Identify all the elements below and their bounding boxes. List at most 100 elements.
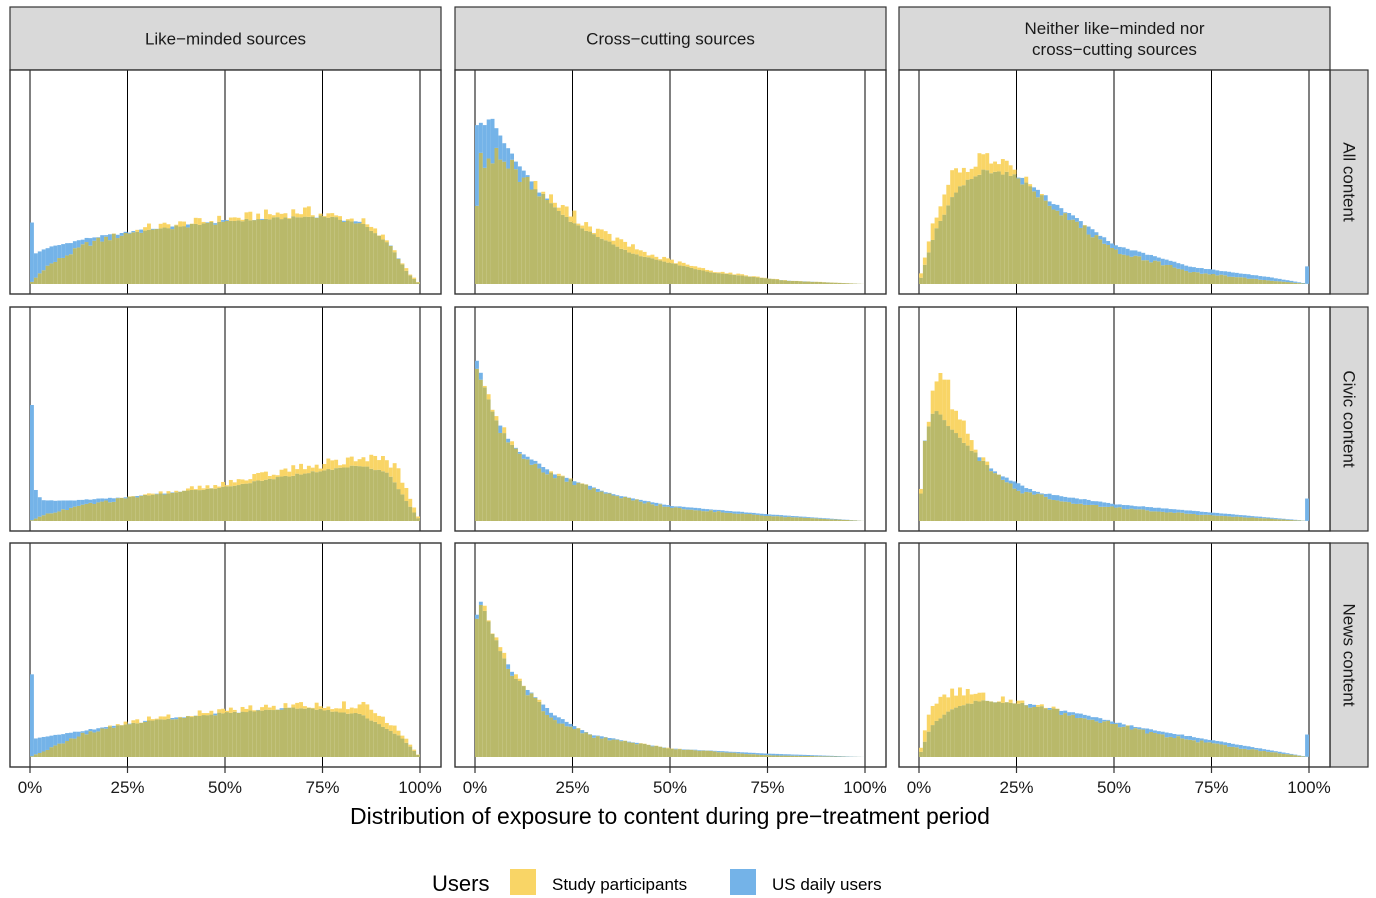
histogram-bar-overlap (521, 458, 526, 521)
histogram-bar-us-daily-users (1199, 738, 1204, 741)
histogram-bar-study-participants (973, 693, 978, 701)
histogram-bar-us-daily-users (1254, 275, 1259, 279)
histogram-bar-overlap (186, 716, 190, 757)
histogram-bar-overlap (299, 474, 303, 521)
histogram-bar-study-participants (232, 482, 237, 486)
histogram-bar-us-daily-users (1036, 189, 1040, 198)
histogram-bar-us-daily-users (806, 517, 811, 518)
histogram-bar-study-participants (326, 706, 331, 710)
histogram-bar-us-daily-users (1227, 742, 1231, 747)
histogram-bar-overlap (189, 490, 194, 521)
histogram-bar-study-participants (946, 184, 951, 206)
histogram-bar-overlap (969, 450, 974, 521)
histogram-bar-study-participants (396, 468, 401, 490)
histogram-bar-study-participants (345, 709, 350, 714)
histogram-bar-us-daily-users (814, 517, 819, 519)
x-axis-column-2: 0% 25% 50% 75% 100% (463, 767, 887, 797)
histogram-bar-us-daily-users (681, 506, 686, 510)
histogram-bar-us-daily-users (646, 501, 651, 503)
histogram-bar-study-participants (377, 460, 381, 470)
histogram-bar-study-participants (985, 153, 990, 171)
histogram-bar-us-daily-users (1153, 730, 1157, 733)
histogram-bar-us-daily-users (977, 457, 982, 461)
histogram-bar-overlap (154, 229, 159, 284)
histogram-bar-overlap (1149, 731, 1153, 757)
histogram-bar-us-daily-users (30, 222, 34, 282)
histogram-bar-study-participants (556, 207, 561, 211)
histogram-bar-overlap (1043, 496, 1048, 521)
histogram-bar-us-daily-users (127, 723, 132, 725)
histogram-bar-us-daily-users (1039, 493, 1044, 495)
histogram-bar-us-daily-users (1211, 512, 1216, 516)
histogram-bar-overlap (361, 466, 366, 521)
histogram-bar-us-daily-users (1207, 739, 1212, 743)
histogram-bar-overlap (930, 413, 935, 521)
histogram-bar-overlap (1227, 746, 1231, 757)
histogram-bar-study-participants (934, 381, 939, 412)
histogram-bar-overlap (1192, 740, 1196, 757)
histogram-bar-overlap (580, 483, 585, 521)
histogram-bar-overlap (225, 712, 229, 757)
histogram-bar-us-daily-users (1067, 497, 1072, 503)
histogram-bar-us-daily-users (1121, 247, 1126, 255)
histogram-bar-overlap (1215, 515, 1220, 521)
histogram-bar-overlap (275, 217, 280, 284)
histogram-bar-us-daily-users (650, 502, 655, 505)
histogram-bar-overlap (638, 743, 643, 757)
histogram-bar-overlap (783, 755, 787, 757)
histogram-bar-overlap (1215, 275, 1220, 284)
histogram-bar-us-daily-users (225, 219, 229, 221)
histogram-bar-overlap (1258, 518, 1263, 521)
histogram-bar-overlap (478, 379, 483, 521)
histogram-bar-us-daily-users (65, 733, 69, 742)
histogram-bar-us-daily-users (592, 487, 596, 489)
histogram-bar-overlap (30, 756, 34, 757)
histogram-bar-overlap (775, 755, 780, 757)
histogram-bar-overlap (814, 518, 819, 521)
histogram-bar-overlap (1129, 256, 1134, 284)
histogram-bar-overlap (287, 476, 292, 521)
histogram-bar-overlap (166, 493, 171, 521)
histogram-bar-us-daily-users (498, 135, 503, 160)
histogram-bar-overlap (197, 224, 202, 284)
histogram-bar-study-participants (392, 725, 397, 734)
histogram-bar-overlap (1195, 742, 1200, 757)
histogram-bar-overlap (993, 171, 997, 284)
histogram-bar-overlap (1125, 725, 1130, 757)
histogram-bar-study-participants (326, 213, 331, 218)
histogram-bar-study-participants (334, 215, 339, 218)
histogram-bar-us-daily-users (537, 192, 542, 197)
histogram-bar-overlap (646, 744, 651, 757)
histogram-bar-overlap (853, 520, 858, 521)
histogram-bar-study-participants (279, 469, 284, 477)
strip-background (9, 6, 442, 71)
histogram-bar-overlap (1285, 754, 1290, 757)
histogram-bar-study-participants (162, 222, 167, 228)
histogram-bar-us-daily-users (1168, 509, 1173, 513)
histogram-bar-us-daily-users (1285, 280, 1290, 283)
histogram-bar-us-daily-users (705, 509, 709, 512)
row-strip-label: News content (1340, 604, 1359, 707)
histogram-bar-study-participants (228, 707, 233, 713)
histogram-bar-us-daily-users (1149, 254, 1153, 263)
x-tick-label: 25% (110, 778, 144, 797)
histogram-bar-study-participants (541, 191, 546, 194)
histogram-bar-us-daily-users (61, 244, 66, 258)
histogram-bar-overlap (139, 722, 144, 757)
x-tick-label: 100% (1287, 778, 1330, 797)
histogram-bar-us-daily-users (1067, 213, 1072, 221)
histogram-bar-us-daily-users (615, 495, 620, 497)
histogram-bar-us-daily-users (1234, 744, 1239, 748)
histogram-bar-overlap (1012, 703, 1017, 757)
histogram-bar-overlap (954, 707, 958, 757)
histogram-bar-us-daily-users (1153, 507, 1157, 512)
histogram-bar-overlap (84, 242, 89, 284)
histogram-bar-overlap (989, 173, 994, 284)
histogram-bar-overlap (291, 475, 296, 521)
histogram-bar-us-daily-users (45, 248, 50, 266)
histogram-bar-us-daily-users (514, 447, 518, 449)
histogram-bar-overlap (615, 739, 620, 757)
histogram-bar-us-daily-users (1273, 751, 1278, 753)
histogram-bar-us-daily-users (37, 737, 42, 754)
histogram-bar-study-participants (189, 486, 194, 490)
